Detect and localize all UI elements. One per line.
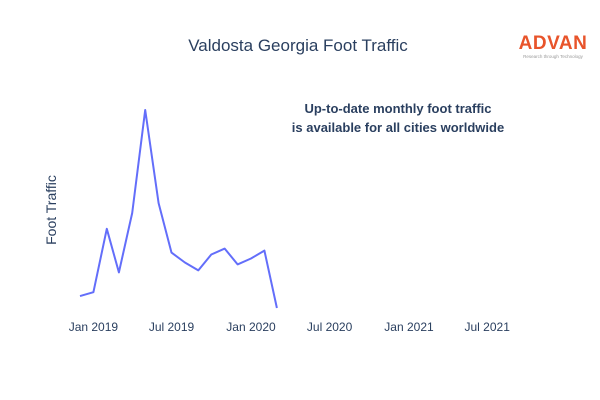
series-line-0 xyxy=(79,109,278,309)
x-tick-label: Jul 2021 xyxy=(465,320,511,334)
plot-area xyxy=(79,109,278,309)
x-tick-label: Jan 2021 xyxy=(384,320,434,334)
advan-logo: ADVAN Research through Technology xyxy=(519,33,588,59)
x-tick-label: Jan 2019 xyxy=(69,320,119,334)
x-tick-label: Jul 2019 xyxy=(149,320,195,334)
chart-title: Valdosta Georgia Foot Traffic xyxy=(188,36,408,55)
y-axis-label: Foot Traffic xyxy=(43,175,59,245)
x-tick-label: Jul 2020 xyxy=(307,320,353,334)
logo-tagline: Research through Technology xyxy=(523,54,583,59)
annotation-line-2: is available for all cities worldwide xyxy=(292,120,504,135)
x-tick-label: Jan 2020 xyxy=(226,320,276,334)
logo-text: ADVAN xyxy=(519,33,588,54)
annotation-line-1: Up-to-date monthly foot traffic xyxy=(304,101,491,116)
x-axis: Jan 2019 Jul 2019 Jan 2020 Jul 2020 Jan 2021… xyxy=(69,320,511,334)
